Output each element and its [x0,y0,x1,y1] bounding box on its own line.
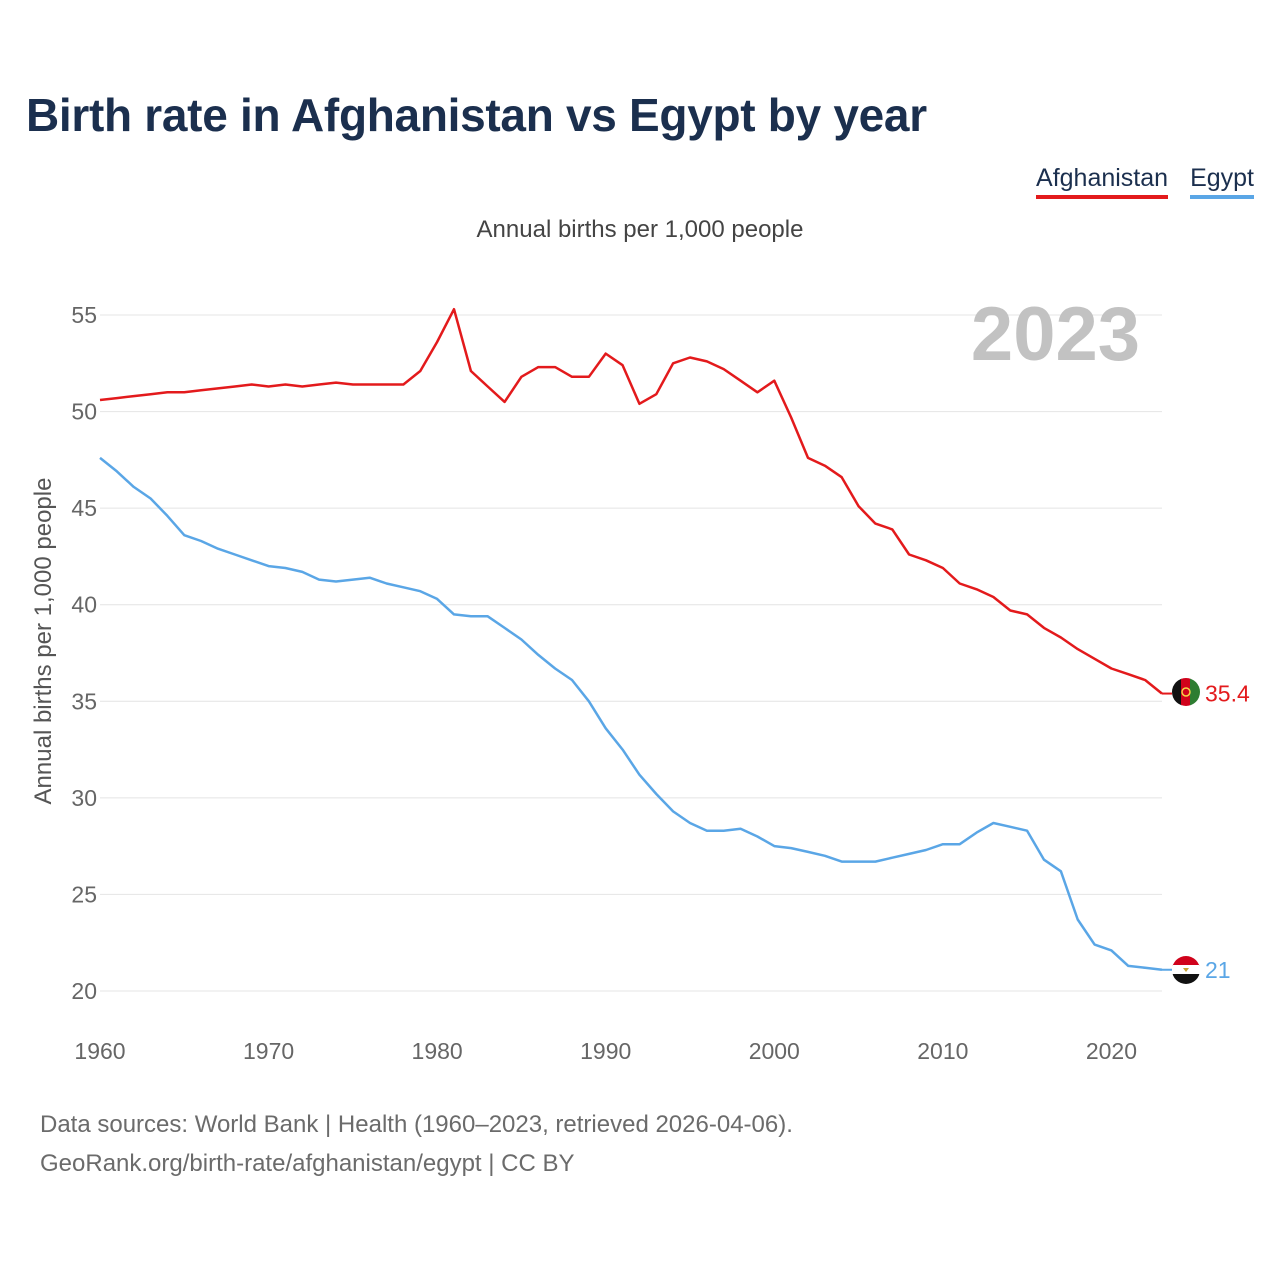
legend: Afghanistan Egypt [1036,164,1254,199]
y-tick-label: 30 [71,785,97,811]
y-tick-label: 55 [71,302,97,328]
source-note: Data sources: World Bank | Health (1960–… [40,1105,793,1183]
series-line-afghanistan [99,307,1163,695]
chart-subtitle: Annual births per 1,000 people [476,216,804,243]
source-line-1: Data sources: World Bank | Health (1960–… [40,1111,793,1138]
series: 35.4 21 [99,307,1250,983]
chart-title: Birth rate in Afghanistan vs Egypt by ye… [26,89,927,141]
y-tick-label: 35 [71,688,97,714]
y-tick-label: 45 [71,495,97,521]
legend-item-afghanistan[interactable]: Afghanistan [1036,164,1169,199]
x-tick-label: 2020 [1086,1038,1137,1064]
axes: 20 25 30 35 40 45 50 55 1960 1970 1980 1990 2000 2010… [71,302,1137,1064]
year-watermark: 2023 [971,292,1140,377]
egypt-flag-icon [1172,956,1200,984]
y-tick-label: 25 [71,881,97,907]
y-axis-title: Annual births per 1,000 people [30,478,57,805]
x-tick-label: 1980 [412,1038,463,1064]
source-line-2[interactable]: GeoRank.org/birth-rate/afghanistan/egypt… [40,1150,575,1177]
grid [100,314,1162,992]
x-tick-label: 2000 [749,1038,800,1064]
legend-item-egypt[interactable]: Egypt [1190,164,1254,199]
x-tick-label: 1990 [580,1038,631,1064]
end-value-label-egypt: 21 [1205,957,1231,983]
x-tick-label: 2010 [917,1038,968,1064]
y-tick-label: 40 [71,592,97,618]
x-tick-label: 1970 [243,1038,294,1064]
y-tick-label: 20 [71,978,97,1004]
series-line-egypt [99,456,1163,972]
x-tick-label: 1960 [74,1038,125,1064]
y-tick-label: 50 [71,399,97,425]
end-value-label-afghanistan: 35.4 [1205,681,1250,707]
afghanistan-flag-icon [1172,678,1200,706]
